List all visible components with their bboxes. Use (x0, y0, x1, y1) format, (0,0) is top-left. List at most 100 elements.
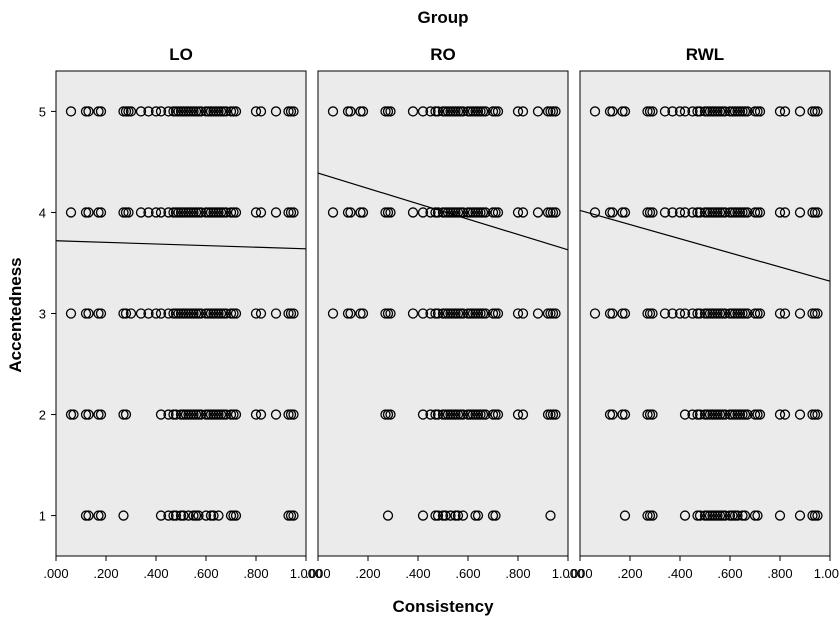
x-tick-label: .200 (617, 566, 642, 581)
data-point (255, 207, 267, 218)
data-point (659, 106, 671, 117)
data-point (647, 106, 658, 117)
data-point (719, 510, 731, 521)
data-point (170, 510, 182, 521)
data-point (674, 106, 686, 117)
x-tick-label: 1.000 (814, 566, 839, 581)
data-point (170, 409, 182, 420)
panel-label: LO (169, 45, 193, 64)
data-point (754, 308, 766, 319)
data-point (667, 106, 678, 117)
data-point (742, 409, 753, 420)
y-tick-label: 3 (39, 307, 46, 322)
data-point (385, 207, 396, 218)
data-point (457, 308, 469, 319)
data-point (95, 106, 107, 117)
data-point (95, 510, 107, 521)
data-point (492, 207, 504, 218)
data-point (407, 207, 419, 218)
data-point (619, 106, 631, 117)
data-point (589, 106, 601, 117)
data-point (457, 510, 469, 521)
data-point (794, 207, 806, 218)
data-point (230, 510, 242, 521)
data-point (65, 308, 77, 319)
x-tick-label: .400 (143, 566, 168, 581)
data-point (150, 106, 162, 117)
data-point (517, 308, 529, 319)
data-point (163, 510, 174, 521)
data-point (327, 308, 339, 319)
points-lo (65, 106, 299, 521)
data-point (752, 510, 763, 521)
panel-rwl: RWL .000 .200 .400 .600 .800 1.000 (567, 45, 839, 581)
data-point (679, 308, 691, 319)
data-point (155, 409, 167, 420)
data-point (425, 409, 436, 420)
data-point (679, 510, 691, 521)
data-point (607, 308, 618, 319)
data-point (694, 207, 706, 218)
data-point (432, 308, 444, 319)
data-point (143, 106, 154, 117)
data-point (220, 207, 232, 218)
data-point (694, 308, 706, 319)
data-point (288, 510, 299, 521)
data-point (123, 207, 134, 218)
data-point (492, 409, 504, 420)
data-point (694, 510, 706, 521)
x-tick-label: .400 (405, 566, 430, 581)
data-point (155, 308, 167, 319)
data-point (288, 409, 299, 420)
data-point (754, 409, 766, 420)
x-tick-label: .000 (567, 566, 592, 581)
data-point (550, 308, 561, 319)
panel-label: RO (430, 45, 456, 64)
data-point (163, 106, 174, 117)
data-point (255, 308, 267, 319)
data-point (83, 207, 94, 218)
data-point (255, 106, 267, 117)
data-point (407, 308, 419, 319)
data-point (607, 106, 618, 117)
data-point (288, 308, 299, 319)
data-point (270, 308, 282, 319)
x-axis-title: Consistency (392, 597, 494, 616)
data-point (480, 409, 491, 420)
data-point (95, 308, 107, 319)
data-point (445, 510, 456, 521)
data-point (120, 409, 132, 420)
points-rwl (589, 106, 823, 521)
data-point (155, 106, 167, 117)
x-tick-label: 1.000 (290, 566, 323, 581)
data-point (440, 510, 451, 521)
data-point (65, 106, 77, 117)
data-point (230, 308, 242, 319)
data-point (230, 207, 242, 218)
data-point (83, 510, 94, 521)
data-point (512, 308, 524, 319)
data-point (619, 409, 631, 420)
x-tick-label: .600 (193, 566, 218, 581)
data-point (357, 106, 369, 117)
data-point (742, 308, 753, 319)
data-point (719, 106, 731, 117)
x-tick-label: .400 (667, 566, 692, 581)
data-point (647, 308, 658, 319)
data-point (65, 207, 77, 218)
data-point (607, 409, 618, 420)
y-tick-label: 4 (39, 205, 46, 220)
data-point (739, 510, 751, 521)
data-point (357, 207, 369, 218)
data-point (432, 207, 444, 218)
data-point (417, 106, 429, 117)
x-tick-label: .200 (355, 566, 380, 581)
data-point (694, 409, 706, 420)
data-point (647, 207, 658, 218)
data-point (457, 207, 469, 218)
data-point (125, 106, 137, 117)
data-point (512, 409, 524, 420)
data-point (659, 207, 671, 218)
data-point (517, 207, 529, 218)
